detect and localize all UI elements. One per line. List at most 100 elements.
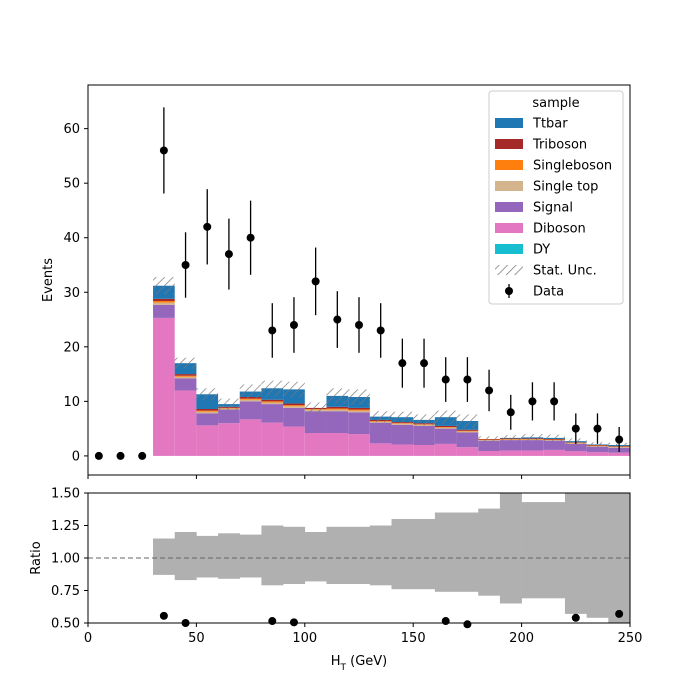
bar-diboson-5 xyxy=(196,425,219,456)
stat-unc-20 xyxy=(521,434,544,441)
bar-diboson-18 xyxy=(478,451,500,456)
bar-diboson-17 xyxy=(456,447,479,456)
ratio-point-2 xyxy=(268,617,277,626)
legend-swatch xyxy=(495,202,523,212)
bar-single-top-12 xyxy=(348,410,370,413)
bar-diboson-3 xyxy=(153,317,175,456)
stat-unc-5 xyxy=(196,388,219,401)
data-point-24 xyxy=(615,435,624,444)
bar-diboson-24 xyxy=(608,452,630,456)
legend-entry-singleboson: Singleboson xyxy=(495,159,612,174)
legend-entry-single-top: Single top xyxy=(495,180,598,195)
ratio-panel: 0.50 0.75 1.00 1.25 1.50 0 50 100 150 200 250 Ratio… xyxy=(29,487,642,674)
legend-swatch xyxy=(495,160,523,170)
bar-diboson-16 xyxy=(434,443,457,456)
bar-signal-9 xyxy=(283,407,305,427)
ratio-point-6 xyxy=(571,613,580,622)
bar-signal-20 xyxy=(521,440,544,451)
bar-diboson-21 xyxy=(543,449,565,456)
bar-singleboson-17 xyxy=(456,430,479,432)
data-point-7 xyxy=(246,233,255,242)
legend-data-marker xyxy=(505,287,513,295)
bar-signal-17 xyxy=(456,432,479,448)
bar-diboson-14 xyxy=(391,444,414,456)
ratio-band-14 xyxy=(391,519,414,590)
bar-triboson-16 xyxy=(434,425,457,427)
legend-entry-data: Data xyxy=(505,284,564,300)
legend-swatch xyxy=(495,139,523,149)
legend-entry-triboson: Triboson xyxy=(495,138,587,153)
bar-diboson-12 xyxy=(348,434,370,456)
xtick-label-150: 150 xyxy=(401,631,426,646)
ratio-band-15 xyxy=(413,519,436,590)
data-point-16 xyxy=(441,375,450,384)
data-point-5 xyxy=(203,222,212,231)
bar-signal-14 xyxy=(391,424,414,445)
data-point-8 xyxy=(268,326,277,335)
ratio-band-20 xyxy=(521,502,544,599)
stat-unc-13 xyxy=(369,411,392,423)
stat-unc-10 xyxy=(304,402,327,414)
bar-single-top-17 xyxy=(456,431,479,433)
series-diboson xyxy=(153,317,630,456)
bar-triboson-17 xyxy=(456,429,479,431)
bottom-ytick-label-2: 1.00 xyxy=(51,552,80,567)
bar-diboson-4 xyxy=(174,390,197,456)
ratio-band-9 xyxy=(283,526,306,584)
xlabel: HT (GeV) xyxy=(331,654,388,673)
data-point-0 xyxy=(94,451,103,460)
bar-diboson-20 xyxy=(521,450,544,456)
bar-single-top-14 xyxy=(391,423,414,425)
data-point-10 xyxy=(311,277,320,286)
bar-singleboson-9 xyxy=(283,405,305,407)
data-point-17 xyxy=(463,375,472,384)
bar-signal-4 xyxy=(174,378,197,391)
bar-diboson-13 xyxy=(369,443,392,456)
ratio-band-17 xyxy=(456,512,479,592)
bar-singleboson-12 xyxy=(348,409,370,411)
ratio-band-8 xyxy=(261,525,284,586)
bar-diboson-11 xyxy=(326,433,349,456)
data-points xyxy=(94,107,624,460)
bar-diboson-15 xyxy=(413,445,435,456)
ratio-band-10 xyxy=(304,532,327,582)
ratio-point-3 xyxy=(289,618,298,627)
legend: sample Ttbar Triboson Singleboson Single top… xyxy=(488,90,624,305)
data-point-22 xyxy=(571,424,580,433)
stat-unc-band xyxy=(153,277,630,448)
bar-singleboson-11 xyxy=(326,408,349,410)
bar-single-top-11 xyxy=(326,409,349,412)
bar-signal-12 xyxy=(348,412,370,435)
legend-swatch-hatch xyxy=(495,265,523,275)
data-point-13 xyxy=(376,326,385,335)
legend-swatch xyxy=(495,223,523,233)
bar-signal-15 xyxy=(413,425,435,445)
bar-signal-8 xyxy=(261,404,284,423)
legend-entry-ttbar: Ttbar xyxy=(495,117,568,132)
data-point-20 xyxy=(528,397,537,406)
legend-label: Stat. Unc. xyxy=(533,264,597,279)
legend-label: Data xyxy=(533,285,564,300)
bottom-ylabel: Ratio xyxy=(29,541,44,574)
legend-title: sample xyxy=(532,96,579,111)
xtick-label-100: 100 xyxy=(292,631,317,646)
legend-entry-stat-unc-: Stat. Unc. xyxy=(495,264,597,279)
bar-signal-13 xyxy=(369,422,392,444)
xtick-label-250: 250 xyxy=(618,631,643,646)
legend-entry-dy: DY xyxy=(495,243,550,258)
xtick-label-50: 50 xyxy=(188,631,205,646)
bar-triboson-4 xyxy=(174,374,197,376)
bar-diboson-10 xyxy=(304,433,327,456)
data-point-14 xyxy=(398,359,407,368)
stat-unc-11 xyxy=(326,388,349,404)
bar-signal-6 xyxy=(218,409,240,424)
top-ytick-label-60: 60 xyxy=(63,122,80,137)
stat-unc-23 xyxy=(586,442,609,447)
top-ytick-label-50: 50 xyxy=(63,177,80,192)
ratio-point-5 xyxy=(463,620,472,629)
ratio-band-23 xyxy=(586,493,609,618)
xtick-label-0: 0 xyxy=(84,631,92,646)
data-point-23 xyxy=(593,424,602,433)
legend-label: Ttbar xyxy=(532,117,568,132)
